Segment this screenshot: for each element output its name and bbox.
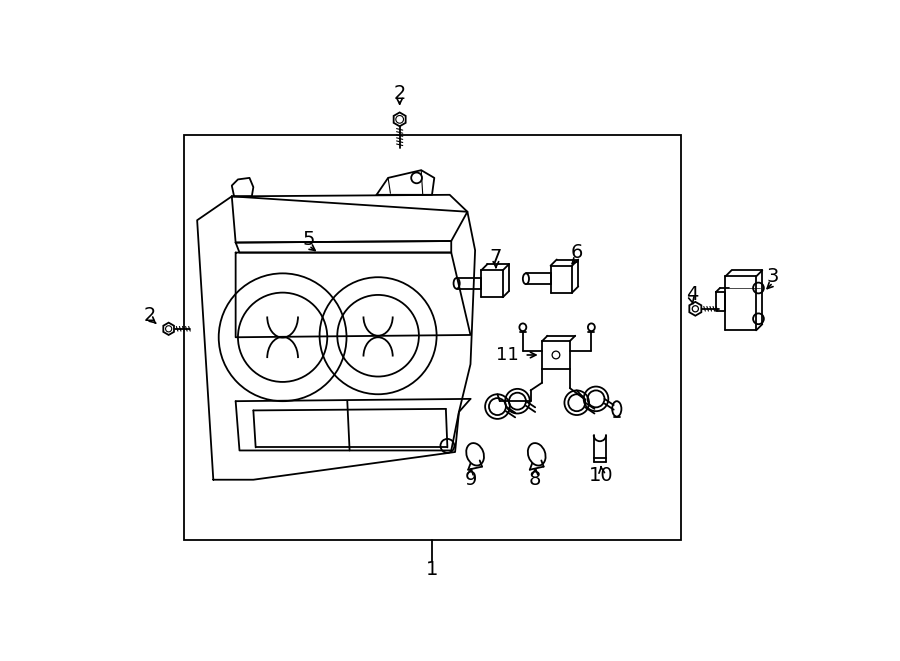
Text: 7: 7 [490, 249, 502, 268]
Text: 9: 9 [464, 470, 477, 489]
Text: 2: 2 [393, 84, 406, 102]
Text: 1: 1 [427, 560, 438, 578]
Text: 6: 6 [571, 243, 583, 262]
Text: 11: 11 [496, 346, 518, 364]
Text: 4: 4 [686, 286, 698, 305]
Text: 8: 8 [529, 470, 542, 489]
Bar [184, 135, 680, 540]
Text: 3: 3 [767, 267, 779, 286]
Text: 10: 10 [590, 467, 614, 485]
Text: 2: 2 [143, 306, 156, 325]
Text: 5: 5 [302, 230, 315, 249]
